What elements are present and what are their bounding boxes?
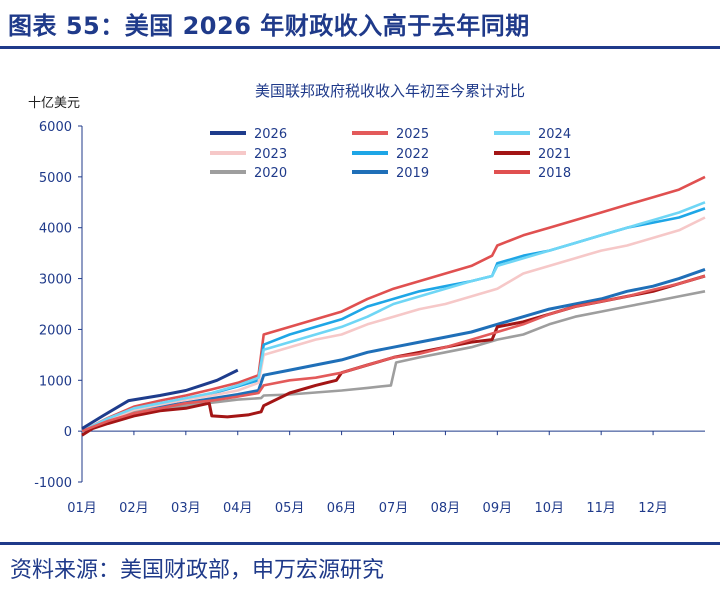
x-tick-label: 11月 [586, 501, 616, 516]
x-tick-label: 08月 [431, 501, 461, 516]
y-tick-label: 2000 [39, 323, 72, 338]
title-rule [0, 46, 720, 49]
x-tick-label: 07月 [379, 501, 409, 516]
y-tick-label: 3000 [39, 273, 72, 288]
legend-label-2022: 2022 [396, 147, 429, 162]
y-tick-label: 6000 [39, 120, 72, 135]
source-note: 资料来源：美国财政部，申万宏源研究 [10, 558, 385, 583]
chart-series-lines [81, 175, 706, 437]
series-line-2020 [81, 290, 706, 433]
legend-label-2026: 2026 [254, 127, 287, 142]
series-line-2026 [81, 368, 239, 430]
x-tick-label: 03月 [171, 501, 201, 516]
series-line-2023 [81, 216, 706, 433]
x-tick-label: 12月 [638, 501, 668, 516]
y-tick-label: 1000 [39, 374, 72, 389]
figure-title: 图表 55：美国 2026 年财政收入高于去年同期 [8, 12, 530, 40]
revenue-line-chart: 美国联邦政府税收收入年初至今累计对比 十亿美元 6000 5000 4000 3000… [28, 82, 706, 516]
legend-label-2019: 2019 [396, 166, 429, 181]
y-tick-label: -1000 [34, 476, 72, 491]
legend-label-2021: 2021 [538, 147, 571, 162]
chart-legend: 2026 2025 2024 2023 2022 2021 2020 2019 2018 [210, 127, 571, 181]
y-tick-label: 5000 [39, 171, 72, 186]
legend-label-2025: 2025 [396, 127, 429, 142]
chart-axes: 6000 5000 4000 3000 2000 1000 0 -1000 01月 02月 03月 0… [34, 120, 705, 516]
series-line-2024 [81, 201, 706, 433]
chart-title: 美国联邦政府税收收入年初至今累计对比 [255, 82, 525, 100]
series-line-2025 [81, 274, 706, 433]
y-tick-label: 0 [64, 425, 72, 440]
x-tick-label: 04月 [223, 501, 253, 516]
x-tick-label: 02月 [119, 501, 149, 516]
legend-label-2024: 2024 [538, 127, 571, 142]
legend-label-2018: 2018 [538, 166, 571, 181]
x-tick-label: 10月 [534, 501, 564, 516]
y-tick-label: 4000 [39, 222, 72, 237]
x-tick-label: 06月 [327, 501, 357, 516]
x-tick-label: 05月 [275, 501, 305, 516]
source-rule [0, 542, 720, 545]
series-line-2018 [81, 175, 706, 433]
y-unit-label: 十亿美元 [28, 96, 80, 111]
x-tick-label: 09月 [483, 501, 513, 516]
legend-label-2020: 2020 [254, 166, 287, 181]
legend-label-2023: 2023 [254, 147, 287, 162]
x-tick-label: 01月 [67, 501, 97, 516]
